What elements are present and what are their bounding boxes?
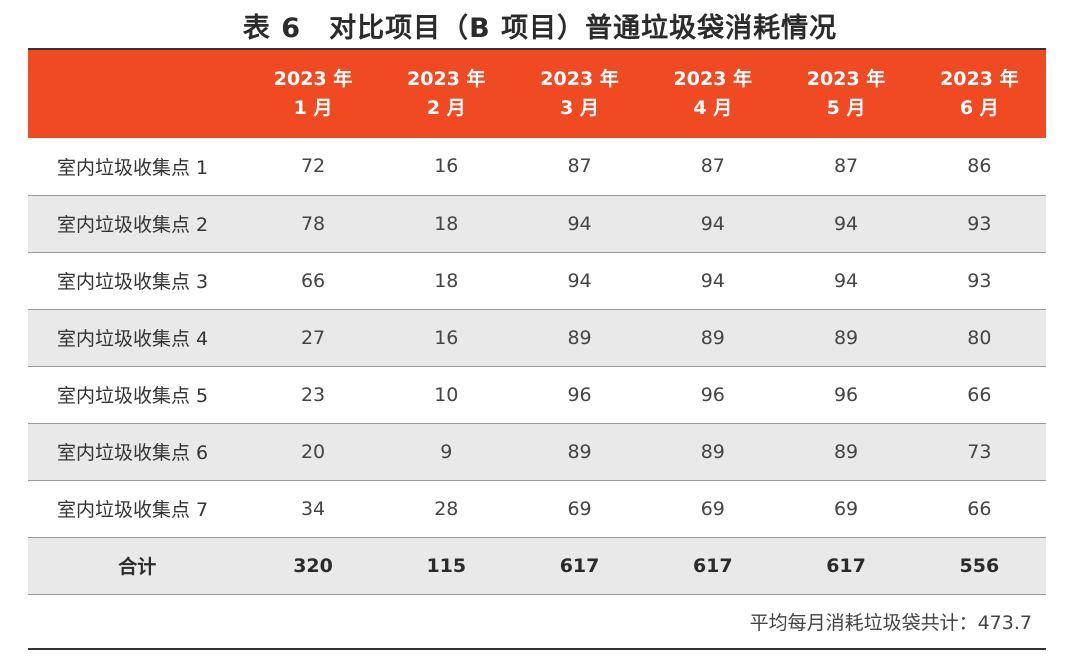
table-cell: 69 [646,480,780,538]
header-year: 2023 年 [806,68,886,90]
row-label: 室内垃圾收集点 3 [28,252,247,310]
table-cell: 9 [379,423,513,481]
table-cell: 18 [379,195,513,253]
table-row-point-5: 室内垃圾收集点 5 23 10 96 96 96 66 [28,366,1046,424]
table-cell: 94 [646,252,780,310]
row-label: 室内垃圾收集点 2 [28,195,247,253]
header-year: 2023 年 [540,68,619,90]
table-cell: 89 [512,309,647,367]
table-cell: 89 [779,309,913,367]
table-cell: 87 [779,138,913,196]
total-cell: 617 [779,537,913,595]
table-cell: 23 [246,366,380,424]
header-month: 2 月 [426,97,466,119]
header-year: 2023 年 [407,68,486,90]
header-cell-month-4: 2023 年 4 月 [646,48,780,138]
header-month: 4 月 [693,97,733,119]
table-row-point-2: 室内垃圾收集点 2 78 18 94 94 94 93 [28,195,1046,253]
total-cell: 617 [646,537,780,595]
header-month: 1 月 [293,97,333,119]
table-cell: 20 [246,423,380,481]
header-year: 2023 年 [273,68,353,90]
table-cell: 16 [379,138,513,196]
table-cell: 89 [779,423,913,481]
table-row-total: 合计 320 115 617 617 617 556 [28,537,1046,595]
table-cell: 78 [246,195,380,253]
header-month: 3 月 [560,97,599,119]
table-cell: 66 [912,480,1046,538]
table-cell: 96 [512,366,647,424]
table-cell: 96 [779,366,913,424]
table-cell: 93 [912,195,1046,253]
header-cell-blank [28,48,247,138]
total-label: 合计 [28,537,247,595]
table-cell: 94 [512,252,647,310]
table-row-point-7: 室内垃圾收集点 7 34 28 69 69 69 66 [28,480,1046,538]
table-cell: 89 [512,423,647,481]
table-cell: 66 [912,366,1046,424]
table-cell: 34 [246,480,380,538]
table-cell: 96 [646,366,780,424]
row-label: 室内垃圾收集点 1 [28,138,247,196]
table-row-point-4: 室内垃圾收集点 4 27 16 89 89 89 80 [28,309,1046,367]
table-cell: 69 [512,480,647,538]
header-cell-month-6: 2023 年 6 月 [912,48,1046,138]
header-cell-month-1: 2023 年 1 月 [246,48,380,138]
header-month: 5 月 [826,97,866,119]
header-year: 2023 年 [673,68,753,90]
table-cell: 10 [379,366,513,424]
header-month: 6 月 [959,97,999,119]
table-title: 表 6 对比项目（B 项目）普通垃圾袋消耗情况 [242,13,838,44]
table-cell: 94 [646,195,780,253]
total-cell: 617 [512,537,647,595]
table-cell: 89 [646,423,780,481]
table-row-point-1: 室内垃圾收集点 1 72 16 87 87 87 86 [28,138,1046,196]
table-cell: 27 [246,309,380,367]
header-cell-month-2: 2023 年 2 月 [379,48,513,138]
table-cell: 86 [912,138,1046,196]
table-cell: 66 [246,252,380,310]
table-cell: 94 [779,252,913,310]
row-label: 室内垃圾收集点 7 [28,480,247,538]
total-cell: 320 [246,537,380,595]
table-cell: 87 [646,138,780,196]
table-row-point-6: 室内垃圾收集点 6 20 9 89 89 89 73 [28,423,1046,481]
average-note: 平均每月消耗垃圾袋共计：473.7 [749,612,1032,634]
total-cell: 115 [379,537,513,595]
header-cell-month-5: 2023 年 5 月 [779,48,913,138]
table-cell: 72 [246,138,380,196]
table-cell: 73 [912,423,1046,481]
bottom-divider [28,648,1046,650]
table-cell: 87 [512,138,647,196]
total-cell: 556 [912,537,1046,595]
table-cell: 94 [779,195,913,253]
table-cell: 28 [379,480,513,538]
row-label: 室内垃圾收集点 5 [28,366,247,424]
table-cell: 94 [512,195,647,253]
header-cell-month-3: 2023 年 3 月 [512,48,647,138]
row-label: 室内垃圾收集点 4 [28,309,247,367]
table-cell: 89 [646,309,780,367]
table-cell: 80 [912,309,1046,367]
table-cell: 93 [912,252,1046,310]
header-year: 2023 年 [940,68,1019,90]
table-cell: 18 [379,252,513,310]
table-cell: 16 [379,309,513,367]
table-cell: 69 [779,480,913,538]
table-row-point-3: 室内垃圾收集点 3 66 18 94 94 94 93 [28,252,1046,310]
row-label: 室内垃圾收集点 6 [28,423,247,481]
